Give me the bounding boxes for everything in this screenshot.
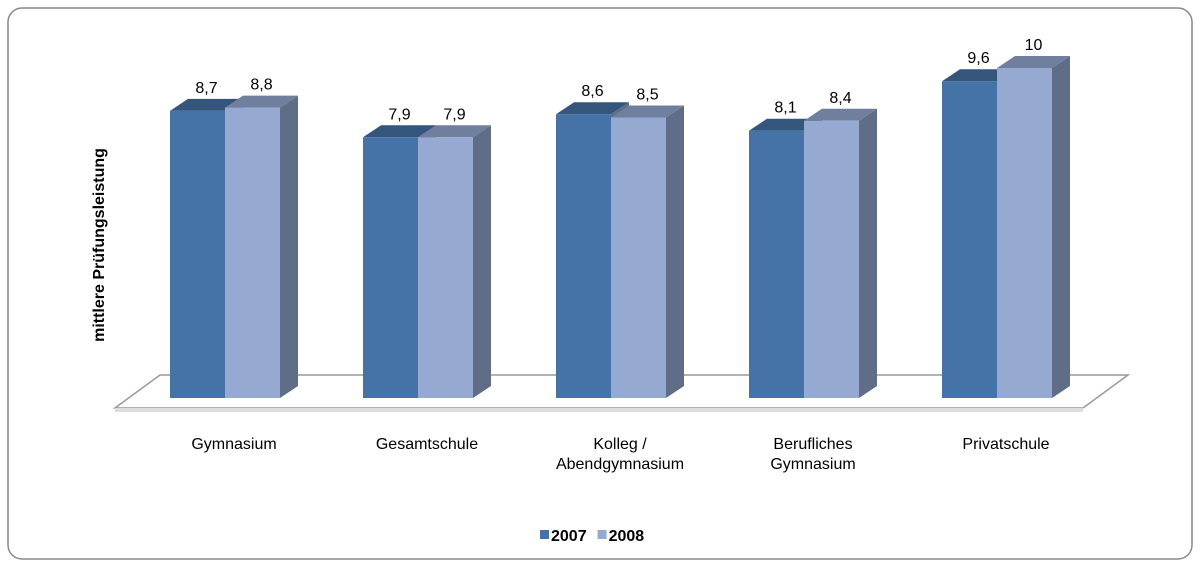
bar — [997, 56, 1070, 398]
legend-label: 2008 — [609, 528, 645, 545]
bar — [418, 125, 491, 399]
bar-side — [1052, 56, 1070, 398]
x-tick-label: Gymnasium — [191, 436, 277, 453]
bar-top — [942, 69, 1015, 82]
bar-side — [280, 95, 298, 398]
bar-top — [556, 102, 629, 115]
bar-front — [556, 114, 611, 398]
bar-top — [418, 125, 491, 138]
bar-front — [942, 81, 997, 398]
bar-top — [225, 95, 298, 108]
bar-front — [170, 110, 225, 399]
data-label: 8,8 — [250, 77, 272, 94]
bar — [225, 95, 298, 398]
bar-front — [363, 137, 418, 399]
bar-front — [418, 137, 473, 399]
bar-front — [804, 120, 859, 399]
bar-side — [666, 105, 684, 398]
bar-top — [611, 105, 684, 118]
data-label: 8,5 — [636, 87, 658, 104]
bar-top — [997, 56, 1070, 68]
x-tick-label: Privatschule — [962, 436, 1050, 453]
data-label: 9,6 — [967, 50, 989, 67]
bar-top — [363, 125, 436, 138]
bar — [611, 105, 684, 398]
x-tick-label: Gesamtschule — [375, 436, 479, 453]
bar-top — [804, 108, 877, 121]
bar-front — [997, 68, 1052, 398]
y-axis-title: mittlere Prüfungsleistung — [91, 148, 108, 342]
data-label: 8,6 — [581, 83, 603, 100]
data-label: 8,1 — [774, 100, 796, 117]
data-label: 7,9 — [388, 106, 410, 123]
data-label: 8,4 — [829, 90, 851, 107]
data-label: 10 — [1025, 37, 1043, 54]
bar-side — [859, 108, 877, 399]
data-label: 8,7 — [195, 80, 217, 97]
floor-edge — [115, 408, 1083, 412]
bar — [804, 108, 877, 399]
data-label: 7,9 — [443, 106, 465, 123]
legend-label: 2007 — [551, 528, 587, 545]
bar-side — [473, 125, 491, 399]
bar-top — [749, 118, 822, 131]
legend-swatch — [597, 530, 607, 539]
bar-front — [225, 107, 280, 398]
bar-front — [611, 117, 666, 398]
x-tick-label: Kolleg / Abendgymnasium — [555, 436, 685, 473]
x-tick-label: Berufliches Gymnasium — [770, 436, 856, 473]
bar-top — [170, 98, 243, 111]
legend-swatch — [540, 530, 549, 539]
bar-front — [749, 130, 804, 398]
